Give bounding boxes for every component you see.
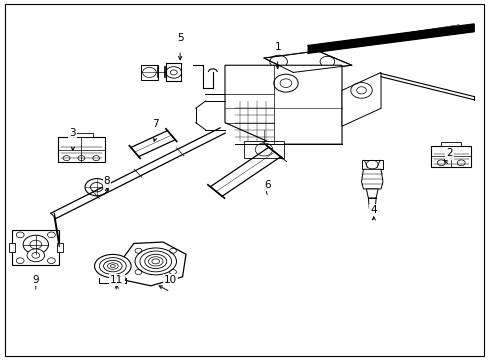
- Bar: [141, 64, 158, 80]
- Bar: [9, 243, 15, 252]
- Ellipse shape: [103, 260, 122, 272]
- Polygon shape: [361, 169, 382, 189]
- Circle shape: [27, 249, 44, 262]
- Text: 5: 5: [177, 33, 183, 43]
- Text: 3: 3: [69, 128, 76, 138]
- Bar: [430, 145, 470, 167]
- Polygon shape: [244, 140, 283, 158]
- Ellipse shape: [144, 254, 166, 269]
- Text: 2: 2: [445, 148, 452, 158]
- Bar: [58, 137, 104, 162]
- Circle shape: [23, 235, 48, 254]
- Text: 9: 9: [32, 275, 39, 285]
- Bar: [57, 243, 62, 252]
- Ellipse shape: [94, 255, 131, 278]
- Text: 6: 6: [264, 180, 271, 190]
- Polygon shape: [341, 72, 380, 126]
- Polygon shape: [224, 65, 341, 144]
- Text: 10: 10: [163, 275, 177, 285]
- Text: 8: 8: [103, 176, 110, 186]
- Text: 11: 11: [110, 275, 123, 285]
- Text: 7: 7: [152, 119, 159, 129]
- Polygon shape: [264, 51, 351, 72]
- Bar: [361, 160, 382, 169]
- Polygon shape: [121, 242, 185, 286]
- Text: 4: 4: [369, 205, 376, 215]
- Bar: [70, 133, 93, 137]
- Bar: [440, 142, 460, 145]
- Text: 1: 1: [274, 42, 281, 51]
- Ellipse shape: [135, 248, 176, 275]
- Polygon shape: [12, 230, 59, 265]
- Polygon shape: [366, 189, 377, 198]
- FancyBboxPatch shape: [4, 4, 484, 356]
